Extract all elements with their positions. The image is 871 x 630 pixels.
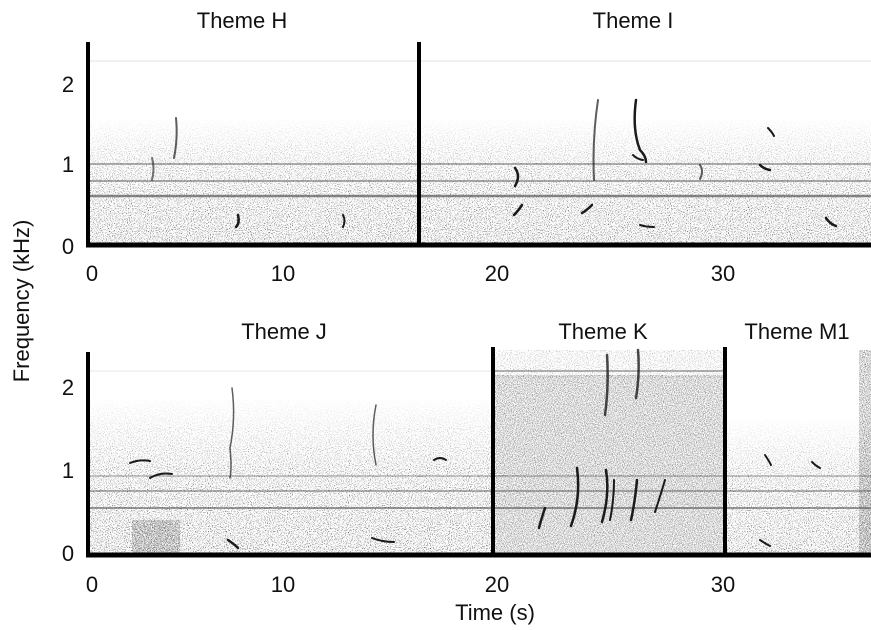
theme-label-i: Theme I xyxy=(593,8,674,33)
top-x-tick-label: 20 xyxy=(485,261,509,286)
top-y-tick-label: 1 xyxy=(62,152,74,177)
bottom-x-tick-label: 20 xyxy=(485,572,509,597)
bottom-x-tick-label: 30 xyxy=(711,572,735,597)
bottom-y-tick-label: 2 xyxy=(62,375,74,400)
y-axis-title: Frequency (kHz) xyxy=(9,220,34,383)
top-spectrogram-panel xyxy=(86,42,871,248)
x-axis-title: Time (s) xyxy=(455,600,535,625)
bottom-y-tick-label: 1 xyxy=(62,458,74,483)
bottom-x-tick-label: 10 xyxy=(271,572,295,597)
top-call-marks xyxy=(151,98,838,229)
bottom-y-tick-label: 0 xyxy=(62,541,74,566)
top-spectrogram-bands xyxy=(88,60,871,198)
bottom-spectrogram-panel xyxy=(86,347,871,558)
bottom-x-tick-label: 0 xyxy=(86,572,98,597)
bottom-spectrogram-bands xyxy=(88,370,871,509)
theme-label-h: Theme H xyxy=(197,8,287,33)
top-x-tick-label: 10 xyxy=(271,261,295,286)
theme-label-m1: Theme M1 xyxy=(744,319,849,344)
theme-label-k: Theme K xyxy=(558,319,648,344)
bottom-spectrogram-image-k xyxy=(493,375,725,555)
top-y-tick-label: 0 xyxy=(62,234,74,259)
top-y-tick-label: 2 xyxy=(62,72,74,97)
theme-label-j: Theme J xyxy=(241,319,327,344)
top-x-tick-label: 0 xyxy=(86,261,98,286)
top-x-tick-label: 30 xyxy=(711,261,735,286)
bottom-call-marks xyxy=(129,348,821,550)
